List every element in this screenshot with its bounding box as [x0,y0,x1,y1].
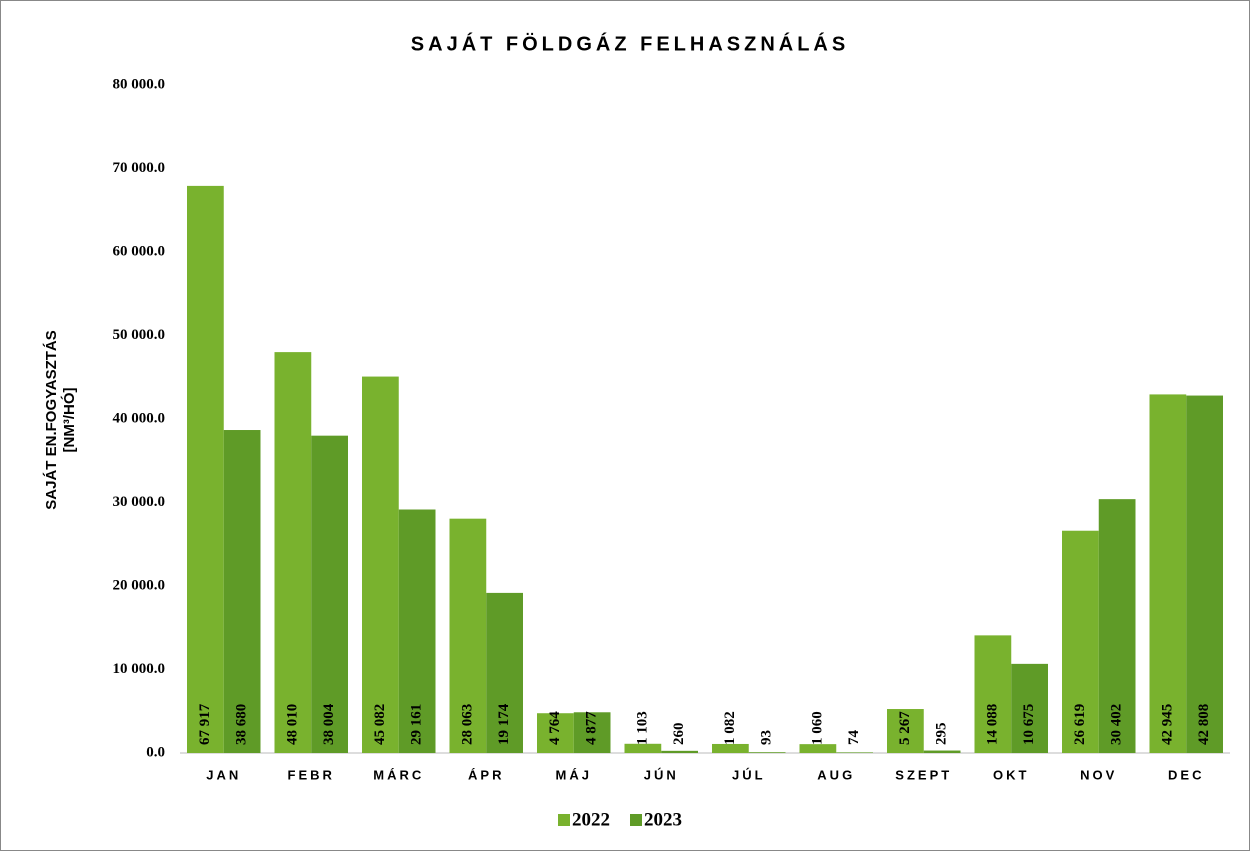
y-tick-label: 10 000.0 [113,661,166,677]
data-label: 67 917 [197,703,213,745]
y-tick-label: 0.0 [146,744,165,760]
bar [799,744,837,753]
bar [624,743,662,753]
bar [537,713,574,753]
data-label: 260 [671,723,687,746]
x-tick-label: MÁRC [373,767,424,782]
bar [974,635,1012,753]
bar [887,709,924,753]
bar [836,752,873,753]
y-axis-label-line: SAJÁT EN.FOGYASZTÁS [43,330,60,509]
y-tick-label: 80 000.0 [113,76,166,92]
x-tick-label: FEBR [288,767,335,782]
data-label: 295 [934,723,950,746]
chart-title: SAJÁT FÖLDGÁZ FELHASZNÁLÁS [411,32,849,55]
y-tick-label: 50 000.0 [113,327,166,343]
data-label: 1 060 [809,711,825,745]
data-label: 45 082 [372,704,388,745]
data-label: 5 267 [897,711,913,745]
data-label: 19 174 [496,703,512,745]
bar [1098,499,1136,753]
x-tick-label: JAN [206,767,241,782]
y-tick-label: 30 000.0 [113,494,166,510]
bar [573,712,611,753]
x-tick-label: ÁPR [468,767,504,782]
x-tick-label: SZEPT [895,767,952,782]
data-label: 10 675 [1021,704,1037,745]
data-label: 93 [759,730,775,745]
y-axis-label: SAJÁT EN.FOGYASZTÁS [NM³/HÓ] [43,330,78,509]
legend-swatch [558,814,570,826]
x-tick-label: JÚL [732,767,766,782]
data-label: 38 680 [234,704,250,745]
data-label: 1 103 [634,711,650,745]
data-label: 1 082 [722,711,738,745]
x-tick-label: JÚN [644,767,679,782]
data-label: 26 619 [1072,704,1088,745]
bar [661,750,698,753]
bar [311,435,348,753]
data-label: 4 877 [584,711,600,745]
bar [748,752,786,753]
bar [449,518,487,753]
x-tick-label: MÁJ [556,767,592,782]
bar [398,509,436,753]
bar [1011,663,1048,753]
bar [223,430,261,753]
bar [362,376,399,753]
data-label: 74 [846,730,862,746]
x-tick-label: AUG [817,767,855,782]
data-label: 30 402 [1109,704,1125,745]
data-label: 42 945 [1159,704,1175,745]
y-tick-label: 20 000.0 [113,577,166,593]
legend-swatch [630,814,642,826]
data-label: 38 004 [321,703,337,745]
y-tick-label: 70 000.0 [113,160,166,176]
data-label: 4 764 [547,711,563,745]
data-label: 29 161 [409,704,425,745]
x-tick-label: DEC [1168,767,1204,782]
y-axis-label-line: [NM³/HÓ] [60,388,78,453]
x-tick-label: OKT [993,767,1029,782]
y-tick-label: 60 000.0 [113,243,166,259]
x-tick-label: NOV [1080,767,1117,782]
legend-label: 2023 [644,809,682,830]
bar [923,750,961,753]
bar [1062,530,1099,753]
bar [712,743,749,753]
bar [1149,394,1187,753]
y-tick-label: 40 000.0 [113,410,166,426]
data-label: 42 808 [1196,704,1212,745]
data-label: 14 088 [984,704,1000,745]
bar [274,352,312,753]
data-label: 28 063 [459,704,475,745]
bar [1186,395,1223,753]
legend-label: 2022 [572,809,610,830]
data-label: 48 010 [284,704,300,745]
bar [486,592,523,753]
bar [187,185,224,753]
